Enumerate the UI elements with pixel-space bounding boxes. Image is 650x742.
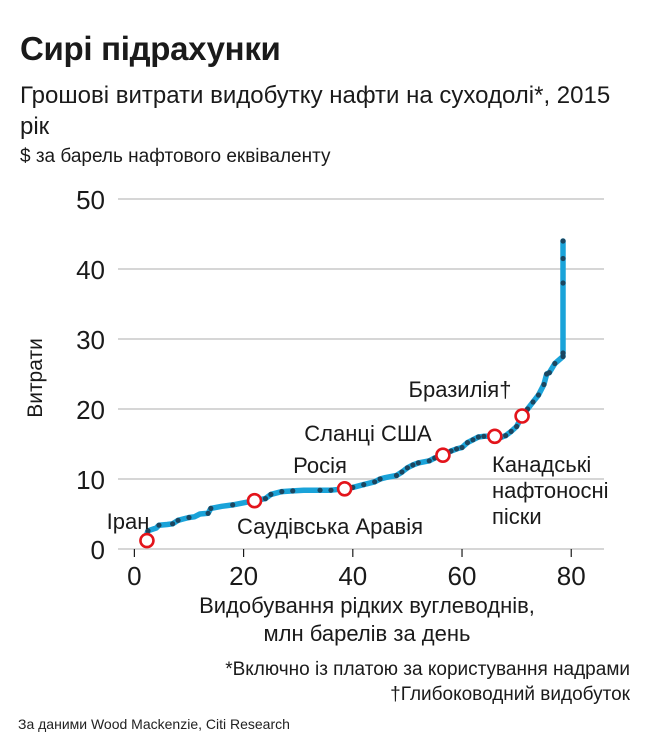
data-point-15 (361, 482, 367, 488)
data-point-42 (552, 360, 558, 367)
data-point-44 (560, 350, 566, 356)
data-point-26 (453, 446, 460, 452)
footnote-royalty: *Включно із платою за користування надра… (225, 659, 630, 680)
data-point-31 (481, 433, 487, 439)
x-tick-80: 80 (557, 561, 586, 591)
data-point-39 (541, 381, 547, 388)
y-tick-30: 30 (76, 325, 105, 355)
y-tick-0: 0 (91, 535, 105, 565)
source-note: За даними Wood Mackenzie, Citi Research (18, 716, 290, 732)
x-tick-60: 60 (448, 561, 477, 591)
y-axis-label: Витрати (24, 338, 47, 418)
x-tick-40: 40 (338, 561, 367, 591)
data-point-16 (372, 479, 378, 485)
chart-title: Сирі підрахунки (20, 30, 281, 67)
country-label-3: Сланці США (304, 421, 432, 446)
data-point-5 (205, 510, 211, 516)
data-point-18 (393, 472, 400, 479)
country-label-1: Саудівська Аравія (237, 514, 423, 539)
highlight-marker-3 (435, 447, 451, 464)
country-label-4: Бразилія† (409, 377, 512, 402)
data-point-12 (317, 487, 323, 493)
data-point-2 (170, 521, 176, 527)
data-point-28 (464, 440, 471, 446)
highlight-marker-5 (514, 408, 530, 424)
data-point-17 (377, 476, 383, 482)
highlight-marker-4 (486, 428, 503, 445)
data-point-35 (514, 423, 520, 430)
data-point-38 (535, 392, 542, 398)
footnote-deepwater: †Глибоководний видобуток (390, 684, 630, 705)
data-point-47 (560, 238, 566, 244)
data-point-21 (410, 462, 416, 468)
data-point-45 (560, 280, 566, 286)
y-tick-20: 20 (76, 395, 105, 425)
data-point-22 (415, 460, 421, 466)
data-point-37 (530, 399, 536, 405)
data-point-4 (186, 514, 192, 521)
highlight-marker-1 (246, 492, 263, 509)
data-point-20 (404, 465, 411, 471)
data-point-27 (459, 444, 465, 451)
data-point-46 (560, 255, 566, 262)
data-point-13 (328, 487, 334, 493)
data-point-7 (230, 502, 236, 508)
unit-label: $ за барель нафтового еквіваленту (20, 146, 331, 167)
x-axis-label-line2: млн барелів за день (264, 621, 471, 646)
data-point-0 (145, 528, 151, 534)
cost-curve (142, 238, 566, 542)
data-point-33 (503, 433, 509, 439)
data-point-11 (290, 488, 296, 494)
x-tick-0: 0 (127, 561, 141, 591)
data-point-29 (470, 437, 476, 443)
x-axis-label-line1: Видобування рідких вуглеводнів, (199, 593, 535, 618)
data-point-34 (508, 428, 514, 434)
data-point-30 (475, 434, 482, 440)
y-tick-10: 10 (76, 465, 105, 495)
data-point-10 (279, 489, 285, 495)
data-point-3 (175, 517, 181, 523)
country-label-5: Канадські нафтоносні піски (492, 452, 609, 529)
data-point-6 (208, 505, 214, 511)
highlight-marker-0 (139, 532, 155, 549)
y-tick-labels: 0 10 20 30 40 50 (76, 185, 105, 565)
data-point-41 (546, 370, 552, 376)
y-tick-40: 40 (76, 255, 105, 285)
data-point-1 (156, 522, 162, 528)
data-point-19 (399, 469, 405, 475)
country-label-2: Росія (293, 453, 347, 478)
data-point-8 (262, 496, 269, 502)
data-point-23 (426, 458, 432, 464)
chart-subtitle: Грошові витрати видобутку нафти на суход… (20, 82, 611, 140)
footnotes: *Включно із платою за користування надра… (225, 657, 630, 707)
highlight-marker-2 (336, 480, 353, 497)
country-label-0: Іран (107, 509, 150, 534)
data-point-9 (268, 491, 274, 497)
x-tick-20: 20 (229, 561, 258, 591)
x-tick-labels: 0 20 40 60 80 (127, 561, 586, 591)
country-labels: Іран Саудівська Аравія Росія Сланці США Браз… (107, 377, 609, 549)
y-tick-50: 50 (76, 185, 105, 215)
